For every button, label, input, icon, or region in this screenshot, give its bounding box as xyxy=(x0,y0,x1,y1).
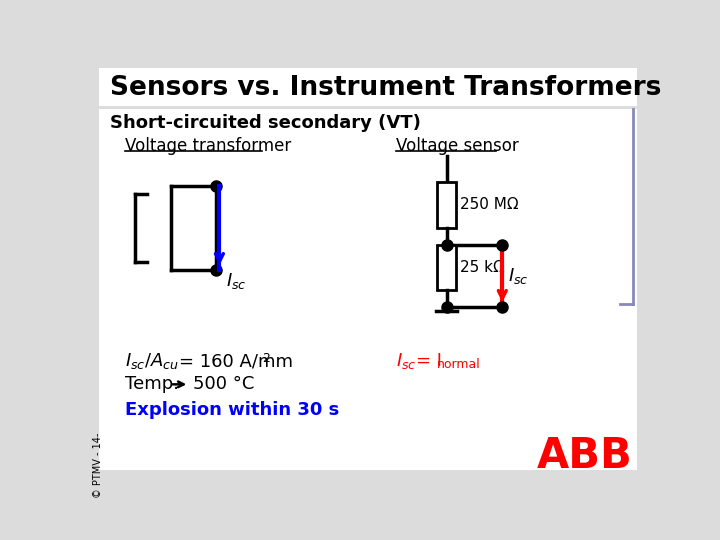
Bar xyxy=(99,68,637,106)
Text: ABB: ABB xyxy=(536,435,632,477)
Text: $I_{sc}/A_{cu}$: $I_{sc}/A_{cu}$ xyxy=(125,351,179,372)
Text: Temp.: Temp. xyxy=(125,375,179,393)
Text: Voltage sensor: Voltage sensor xyxy=(396,137,519,154)
Bar xyxy=(437,182,456,228)
Text: = 160 A/mm: = 160 A/mm xyxy=(179,352,293,370)
Text: Sensors vs. Instrument Transformers: Sensors vs. Instrument Transformers xyxy=(110,75,662,101)
Text: $I_{sc}$: $I_{sc}$ xyxy=(396,351,417,372)
Text: = I: = I xyxy=(415,352,441,370)
Text: $I_{sc}$: $I_{sc}$ xyxy=(225,271,246,291)
Text: 25 kΩ: 25 kΩ xyxy=(461,260,505,275)
Text: $I_{sc}$: $I_{sc}$ xyxy=(508,266,529,286)
Text: Voltage transformer: Voltage transformer xyxy=(125,137,291,154)
Text: normal: normal xyxy=(436,358,480,371)
Text: 250 MΩ: 250 MΩ xyxy=(461,198,519,212)
Text: 500 °C: 500 °C xyxy=(193,375,254,393)
Text: Short-circuited secondary (VT): Short-circuited secondary (VT) xyxy=(110,113,421,132)
Text: © PTMV - 14-: © PTMV - 14- xyxy=(93,433,103,498)
Text: Explosion within 30 s: Explosion within 30 s xyxy=(125,401,339,418)
Text: 2: 2 xyxy=(262,352,270,365)
Bar xyxy=(99,110,637,470)
Bar xyxy=(437,245,456,289)
